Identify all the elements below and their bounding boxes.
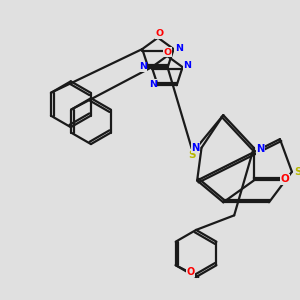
Text: O: O	[155, 29, 163, 38]
Text: O: O	[280, 174, 289, 184]
Text: O: O	[163, 48, 171, 57]
Text: N: N	[191, 143, 200, 153]
Text: O: O	[187, 267, 195, 277]
Text: S: S	[188, 149, 196, 160]
Text: S: S	[294, 167, 300, 177]
Text: N: N	[139, 62, 147, 71]
Text: N: N	[184, 61, 192, 70]
Text: N: N	[149, 80, 157, 88]
Text: N: N	[175, 44, 183, 53]
Text: N: N	[256, 144, 264, 154]
